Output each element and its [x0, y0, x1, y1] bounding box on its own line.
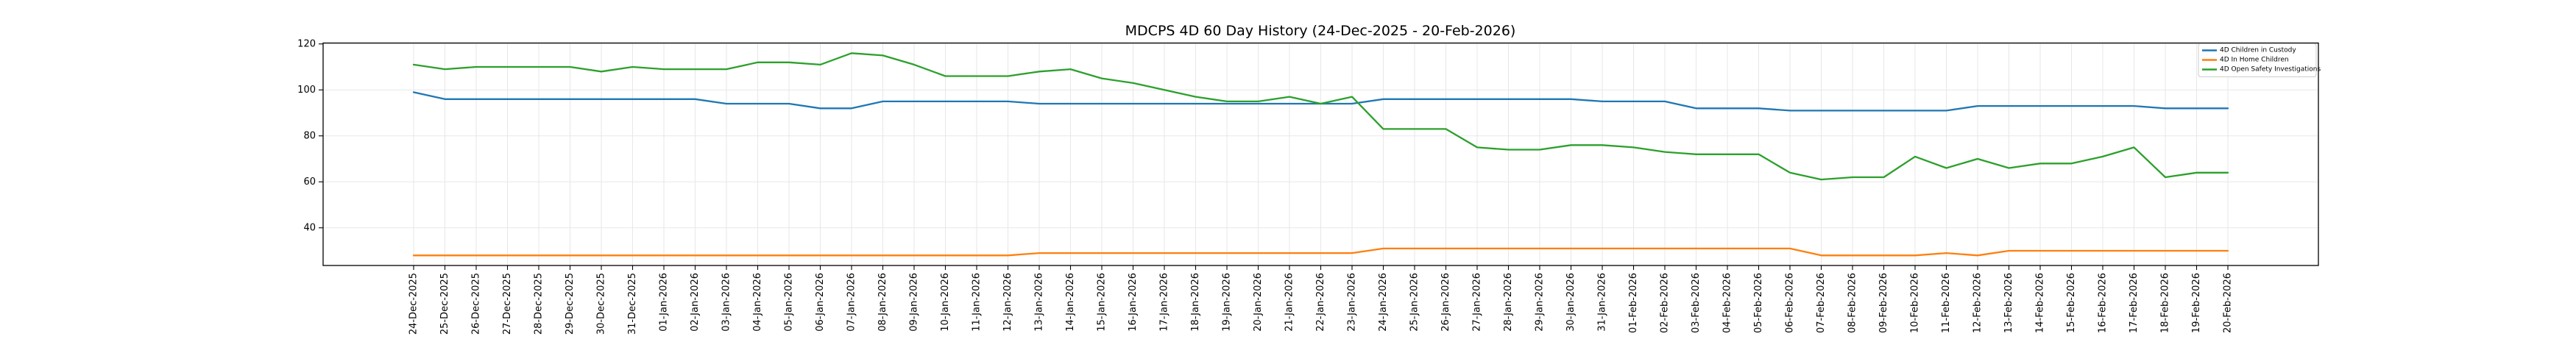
x-tick-label: 15-Feb-2026 — [2066, 273, 2077, 333]
legend-box — [2198, 43, 2317, 77]
x-tick-label: 20-Jan-2026 — [1253, 273, 1264, 332]
series-line-2 — [412, 52, 2229, 181]
x-tick-label: 28-Jan-2026 — [1503, 273, 1514, 332]
x-tick-label: 31-Dec-2025 — [627, 273, 638, 335]
x-tick-label: 30-Jan-2026 — [1565, 273, 1577, 332]
x-tick-label: 21-Jan-2026 — [1284, 273, 1295, 332]
legend: 4D Children in Custody 4D In Home Childr… — [2198, 43, 2321, 77]
chart-series — [412, 52, 2229, 257]
x-tick-label: 11-Feb-2026 — [1941, 273, 1952, 333]
x-tick-label: 14-Feb-2026 — [2035, 273, 2046, 333]
x-tick-label: 12-Jan-2026 — [1002, 273, 1013, 332]
chart-title: MDCPS 4D 60 Day History (24-Dec-2025 - 2… — [1125, 23, 1516, 39]
y-axis-labels: 40 60 80 100 120 — [297, 38, 316, 233]
series-line-1 — [412, 247, 2229, 257]
x-tick-label: 17-Jan-2026 — [1159, 273, 1170, 332]
gridlines — [323, 43, 2318, 265]
x-tick-label: 07-Jan-2026 — [846, 273, 857, 332]
x-tick-label: 18-Feb-2026 — [2160, 273, 2171, 333]
x-tick-label: 16-Feb-2026 — [2098, 273, 2109, 333]
x-tick-label: 23-Jan-2026 — [1347, 273, 1358, 332]
x-tick-label: 19-Feb-2026 — [2191, 273, 2202, 333]
x-tick-label: 02-Jan-2026 — [690, 273, 701, 332]
x-tick-label: 03-Jan-2026 — [721, 273, 732, 332]
x-tick-label: 10-Jan-2026 — [940, 273, 951, 332]
x-tick-label: 24-Jan-2026 — [1378, 273, 1389, 332]
y-tick-label: 60 — [303, 176, 316, 188]
x-tick-label: 15-Jan-2026 — [1097, 273, 1108, 332]
legend-label-open-safety-investigations: 4D Open Safety Investigations — [2220, 66, 2321, 74]
x-tick-label: 08-Feb-2026 — [1847, 273, 1858, 333]
x-tick-label: 30-Dec-2025 — [596, 273, 607, 335]
x-tick-label: 25-Dec-2025 — [439, 273, 450, 335]
x-tick-label: 26-Jan-2026 — [1440, 273, 1451, 332]
y-tick-label: 80 — [303, 130, 316, 141]
y-tick-label: 120 — [297, 38, 316, 49]
x-tick-label: 09-Jan-2026 — [909, 273, 920, 332]
x-tick-label: 27-Dec-2025 — [502, 273, 513, 335]
x-tick-label: 12-Feb-2026 — [1972, 273, 1984, 333]
x-tick-label: 05-Feb-2026 — [1753, 273, 1764, 333]
x-tick-label: 07-Feb-2026 — [1816, 273, 1827, 333]
y-tick-label: 40 — [303, 222, 316, 233]
x-tick-label: 31-Jan-2026 — [1597, 273, 1608, 332]
x-tick-label: 19-Jan-2026 — [1222, 273, 1233, 332]
x-tick-label: 01-Jan-2026 — [659, 273, 670, 332]
x-tick-label: 06-Jan-2026 — [815, 273, 826, 332]
x-tick-label: 13-Jan-2026 — [1034, 273, 1045, 332]
x-tick-label: 27-Jan-2026 — [1472, 273, 1483, 332]
x-tick-label: 26-Dec-2025 — [471, 273, 482, 335]
x-tick-label: 06-Feb-2026 — [1785, 273, 1796, 333]
x-tick-label: 08-Jan-2026 — [877, 273, 888, 332]
x-tick-label: 25-Jan-2026 — [1409, 273, 1420, 332]
x-tick-label: 03-Feb-2026 — [1691, 273, 1702, 333]
y-tick-label: 100 — [297, 85, 316, 96]
x-tick-label: 13-Feb-2026 — [2003, 273, 2014, 333]
x-tick-label: 02-Feb-2026 — [1660, 273, 1671, 333]
x-tick-label: 11-Jan-2026 — [972, 273, 983, 332]
x-tick-label: 18-Jan-2026 — [1190, 273, 1201, 332]
x-tick-label: 04-Jan-2026 — [752, 273, 763, 332]
x-tick-label: 28-Dec-2025 — [534, 273, 545, 335]
x-tick-label: 10-Feb-2026 — [1910, 273, 1921, 333]
axis-ticks — [319, 43, 2229, 270]
x-tick-label: 29-Jan-2026 — [1535, 273, 1546, 332]
x-tick-label: 16-Jan-2026 — [1128, 273, 1139, 332]
x-tick-label: 14-Jan-2026 — [1065, 273, 1076, 332]
x-tick-label: 17-Feb-2026 — [2129, 273, 2140, 333]
x-axis-labels: 24-Dec-2025 25-Dec-2025 26-Dec-2025 27-Dec-… — [408, 273, 2234, 335]
x-tick-label: 29-Dec-2025 — [565, 273, 576, 335]
x-tick-label: 01-Feb-2026 — [1628, 273, 1639, 333]
x-tick-label: 05-Jan-2026 — [784, 273, 795, 332]
legend-label-in-home-children: 4D In Home Children — [2220, 57, 2289, 64]
x-tick-label: 04-Feb-2026 — [1722, 273, 1733, 333]
x-tick-label: 09-Feb-2026 — [1878, 273, 1889, 333]
legend-label-children-in-custody: 4D Children in Custody — [2220, 47, 2296, 54]
x-tick-label: 24-Dec-2025 — [408, 273, 420, 335]
x-tick-label: 22-Jan-2026 — [1315, 273, 1326, 332]
x-tick-label: 20-Feb-2026 — [2223, 273, 2234, 333]
